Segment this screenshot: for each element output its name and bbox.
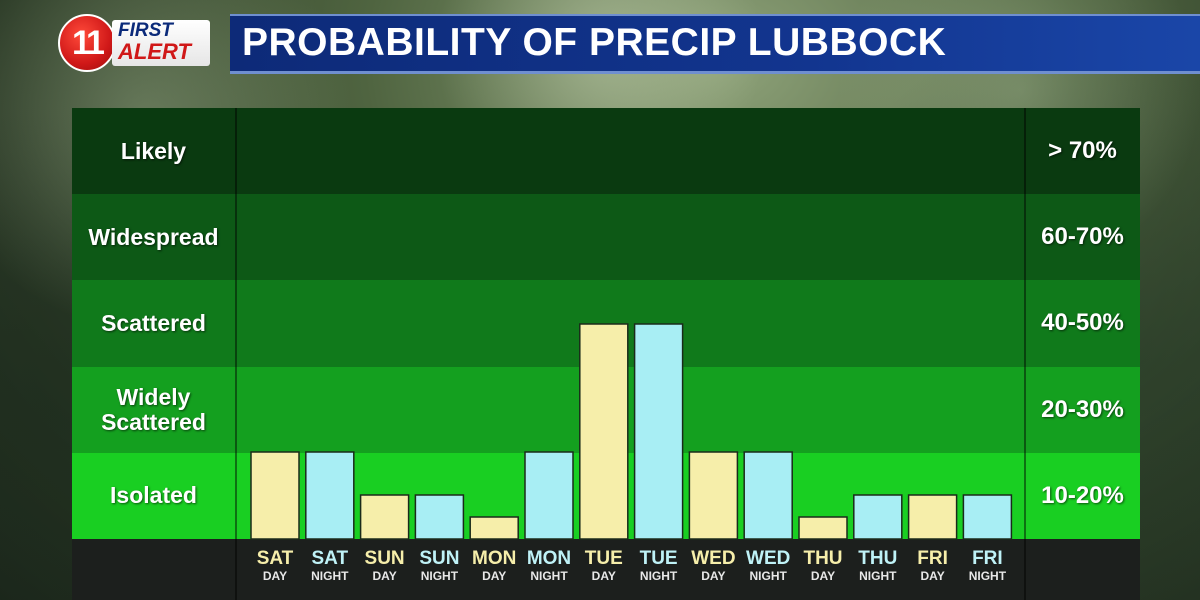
bar-fri-day	[907, 494, 958, 540]
bar-plot	[250, 323, 1013, 540]
band-range: 20-30%	[1041, 395, 1124, 423]
x-tick-period: DAY	[920, 569, 945, 583]
x-tick-thu-night: THU NIGHT	[851, 548, 905, 583]
band-label: Widespread	[88, 223, 219, 250]
band-label: Likely	[120, 137, 187, 164]
x-tick-day: SAT	[311, 548, 349, 569]
logo-first: FIRST	[118, 20, 173, 41]
x-tick-period: NIGHT	[968, 569, 1007, 583]
x-tick-tue-day: TUE DAY	[577, 548, 631, 583]
x-tick-tue-night: TUE NIGHT	[632, 548, 686, 583]
x-tick-period: DAY	[701, 569, 726, 583]
x-tick-day: MON	[472, 548, 517, 569]
x-tick-day: SUN	[364, 548, 405, 569]
x-tick-day: MON	[526, 548, 572, 569]
x-tick-period: NIGHT	[311, 569, 349, 583]
chart-panel: Likely > 70% Widespread 60-70% Scattered 40-5…	[72, 108, 1140, 600]
bar-wed-night	[743, 451, 793, 540]
bar-sun-night	[414, 494, 465, 540]
x-tick-period: NIGHT	[530, 569, 568, 583]
x-tick-day: TUE	[639, 548, 678, 569]
bar-wed-day	[688, 451, 739, 540]
x-tick-period: DAY	[591, 569, 616, 583]
x-tick-day: SUN	[419, 548, 460, 569]
chart-title: PROBABILITY OF PRECIP LUBBOCK	[242, 21, 947, 64]
bar-tue-night	[633, 323, 684, 540]
x-axis-strip	[72, 539, 1140, 600]
band-likely: Likely > 70%	[72, 108, 1140, 195]
bar-thu-day	[798, 516, 848, 540]
x-tick-day: THU	[803, 548, 843, 569]
band-range: > 70%	[1048, 137, 1117, 165]
title-bar: PROBABILITY OF PRECIP LUBBOCK	[230, 14, 1200, 74]
x-tick-thu-day: THU DAY	[796, 548, 850, 583]
left-divider	[235, 108, 237, 600]
bar-mon-night	[524, 451, 574, 540]
bar-tue-day	[579, 323, 629, 540]
x-tick-day: WED	[691, 548, 736, 569]
bar-sat-day	[250, 451, 300, 540]
bar-thu-night	[853, 494, 903, 540]
x-tick-period: DAY	[262, 569, 288, 583]
band-range: 40-50%	[1041, 309, 1124, 337]
x-tick-sat-day: SAT DAY	[248, 548, 302, 583]
x-tick-day: THU	[858, 548, 898, 569]
x-tick-period: DAY	[482, 569, 507, 583]
x-tick-period: DAY	[810, 569, 836, 583]
right-divider	[1024, 108, 1026, 600]
x-tick-day: FRI	[917, 548, 948, 569]
x-tick-sat-night: SAT NIGHT	[303, 548, 357, 583]
bar-fri-night	[962, 494, 1013, 540]
x-tick-mon-day: MON DAY	[467, 548, 521, 583]
x-tick-wed-day: WED DAY	[686, 548, 740, 583]
x-tick-fri-day: FRI DAY	[906, 548, 960, 583]
bar-sun-day	[359, 494, 410, 540]
x-tick-day: SAT	[256, 548, 294, 569]
x-tick-period: NIGHT	[749, 569, 787, 583]
x-tick-sun-night: SUN NIGHT	[412, 548, 466, 583]
x-tick-day: TUE	[584, 548, 623, 569]
x-tick-sun-day: SUN DAY	[358, 548, 412, 583]
x-tick-day: FRI	[972, 548, 1003, 569]
logo-number: 11	[58, 14, 116, 72]
logo-alert: ALERT	[118, 39, 191, 64]
band-range: 10-20%	[1041, 481, 1124, 509]
x-tick-period: NIGHT	[639, 569, 678, 583]
logo-wordmark: FIRST ALERT	[112, 20, 210, 66]
bar-mon-day	[469, 516, 519, 540]
band-widespread: Widespread 60-70%	[72, 194, 1140, 281]
first-alert-logo: 11 FIRST ALERT	[58, 14, 210, 72]
x-tick-period: NIGHT	[420, 569, 459, 583]
x-tick-period: DAY	[372, 569, 397, 583]
x-tick-period: NIGHT	[859, 569, 897, 583]
x-tick-fri-night: FRI NIGHT	[960, 548, 1014, 583]
band-range: 60-70%	[1041, 223, 1124, 251]
bar-sat-night	[305, 451, 355, 540]
x-tick-wed-night: WED NIGHT	[741, 548, 795, 583]
band-label: Widely Scattered	[101, 383, 206, 435]
band-label: Scattered	[101, 309, 206, 336]
x-tick-mon-night: MON NIGHT	[522, 548, 576, 583]
band-label: Isolated	[110, 482, 197, 509]
x-tick-day: WED	[746, 548, 791, 569]
